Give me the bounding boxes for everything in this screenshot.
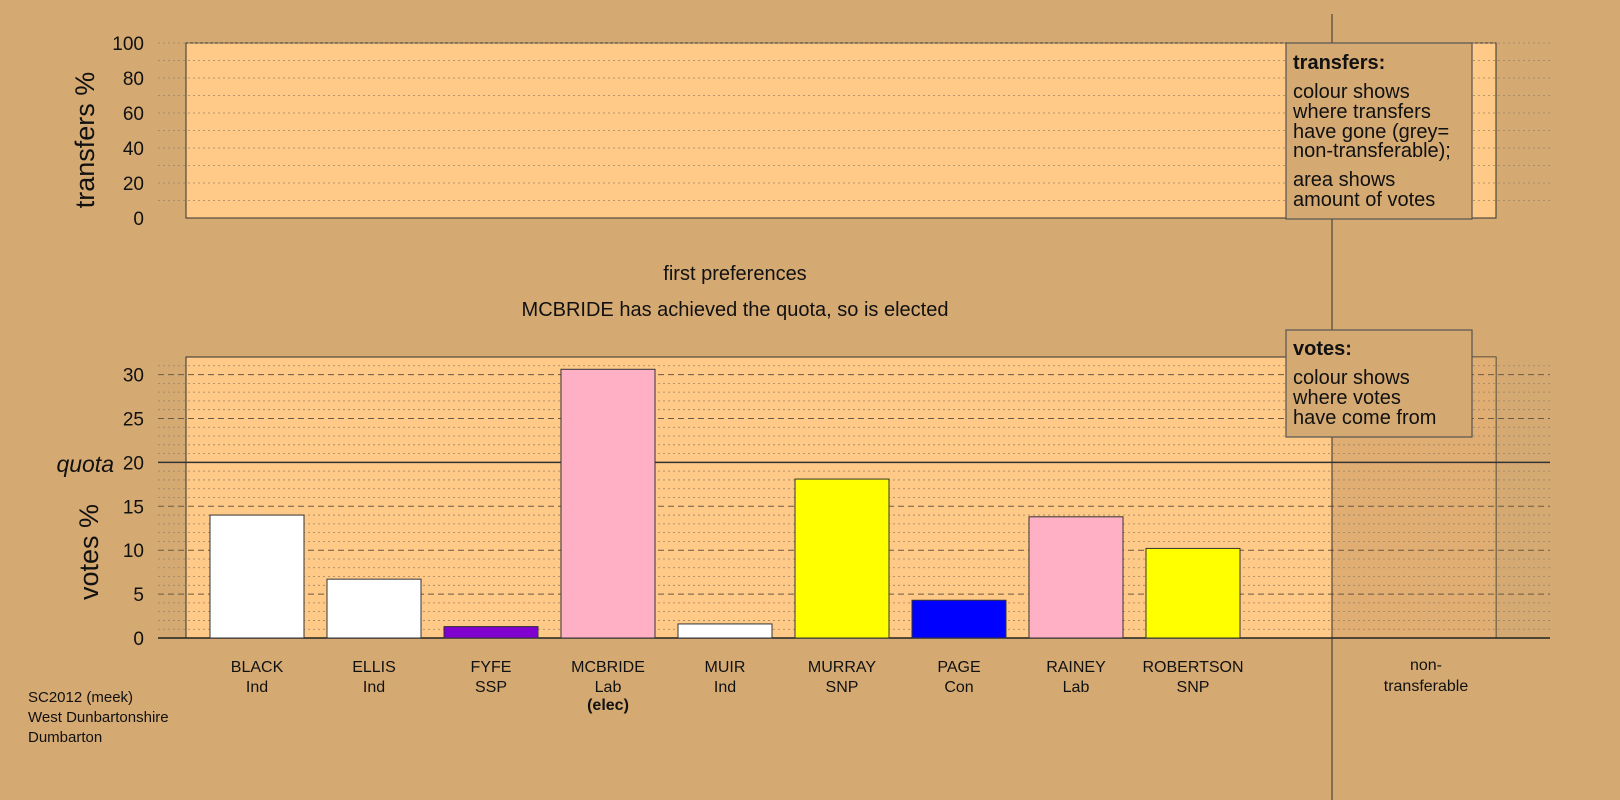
candidate-party: Ind: [363, 679, 385, 696]
votes-tick-label: 5: [133, 585, 144, 606]
votes-legend: votes: colour shows where votes have com…: [1285, 329, 1473, 438]
transfers-legend: transfers: colour shows where transfers …: [1285, 42, 1473, 220]
stage-title: first preferences: [663, 263, 806, 285]
votes-tick-label: 10: [123, 541, 144, 562]
footer-method: SC2012 (meek): [28, 689, 134, 706]
footer-ward: Dumbarton: [28, 729, 103, 746]
transfers-tick-label: 100: [112, 34, 144, 55]
transfers-tick-label: 80: [123, 69, 144, 90]
transfers-axis-title: transfers %: [70, 72, 100, 209]
transfers-tick-label: 0: [133, 209, 144, 230]
votes-tick-label: 25: [123, 409, 144, 430]
candidate-party: Ind: [246, 679, 268, 696]
transfers-tick-label: 20: [123, 174, 144, 195]
candidate-party: Con: [944, 679, 973, 696]
non-transferable-label: transferable: [1384, 678, 1469, 695]
bar-mcbride: [560, 368, 656, 639]
candidate-name: BLACK: [231, 659, 284, 676]
candidate-party: Lab: [595, 679, 622, 696]
footer-info: SC2012 (meek) West Dunbartonshire Dumbar…: [28, 688, 169, 748]
transfers-legend-line: non-transferable);: [1293, 140, 1451, 162]
candidate-name: MURRAY: [808, 659, 876, 676]
votes-tick-label: 0: [133, 629, 144, 650]
votes-tick-label: 20: [123, 453, 144, 474]
votes-legend-line: where votes: [1292, 387, 1401, 409]
candidate-status: (elec): [587, 697, 629, 714]
votes-axis-title: votes %: [74, 504, 104, 600]
non-transferable-label: non-: [1410, 657, 1442, 674]
bar-page: [911, 599, 1007, 639]
bar-robertson: [1145, 547, 1241, 639]
bar-muir: [677, 623, 773, 639]
candidate-party: SNP: [1177, 679, 1210, 696]
footer-council: West Dunbartonshire: [28, 709, 169, 726]
bar-ellis: [326, 578, 422, 639]
transfers-legend-heading: transfers:: [1293, 52, 1385, 74]
candidate-party: Ind: [714, 679, 736, 696]
bar-murray: [794, 478, 890, 639]
candidate-party: Lab: [1063, 679, 1090, 696]
stage-message: MCBRIDE has achieved the quota, so is el…: [522, 299, 949, 321]
candidate-name: ELLIS: [352, 659, 396, 676]
candidate-name: MUIR: [705, 659, 746, 676]
candidate-name: RAINEY: [1046, 659, 1106, 676]
transfers-legend-line: where transfers: [1292, 101, 1431, 123]
votes-legend-line: have come from: [1293, 407, 1436, 429]
transfers-tick-label: 40: [123, 139, 144, 160]
candidate-party: SNP: [826, 679, 859, 696]
candidate-party: SSP: [475, 679, 507, 696]
bar-fyfe: [443, 626, 539, 639]
candidate-name: PAGE: [937, 659, 980, 676]
transfers-tick-label: 60: [123, 104, 144, 125]
votes-tick-label: 15: [123, 497, 144, 518]
votes-tick-label: 30: [123, 366, 144, 387]
transfers-legend-line: area shows: [1293, 169, 1395, 191]
transfers-legend-line: have gone (grey=: [1293, 121, 1449, 143]
candidate-name: FYFE: [471, 659, 512, 676]
quota-label: quota: [56, 451, 114, 477]
bar-rainey: [1028, 516, 1124, 639]
candidate-name: MCBRIDE: [571, 659, 645, 676]
votes-legend-line: colour shows: [1293, 367, 1410, 389]
transfers-legend-line: colour shows: [1293, 81, 1410, 103]
bar-black: [209, 514, 305, 639]
votes-legend-heading: votes:: [1293, 338, 1352, 360]
transfers-legend-line: amount of votes: [1293, 189, 1435, 211]
candidate-name: ROBERTSON: [1142, 659, 1243, 676]
